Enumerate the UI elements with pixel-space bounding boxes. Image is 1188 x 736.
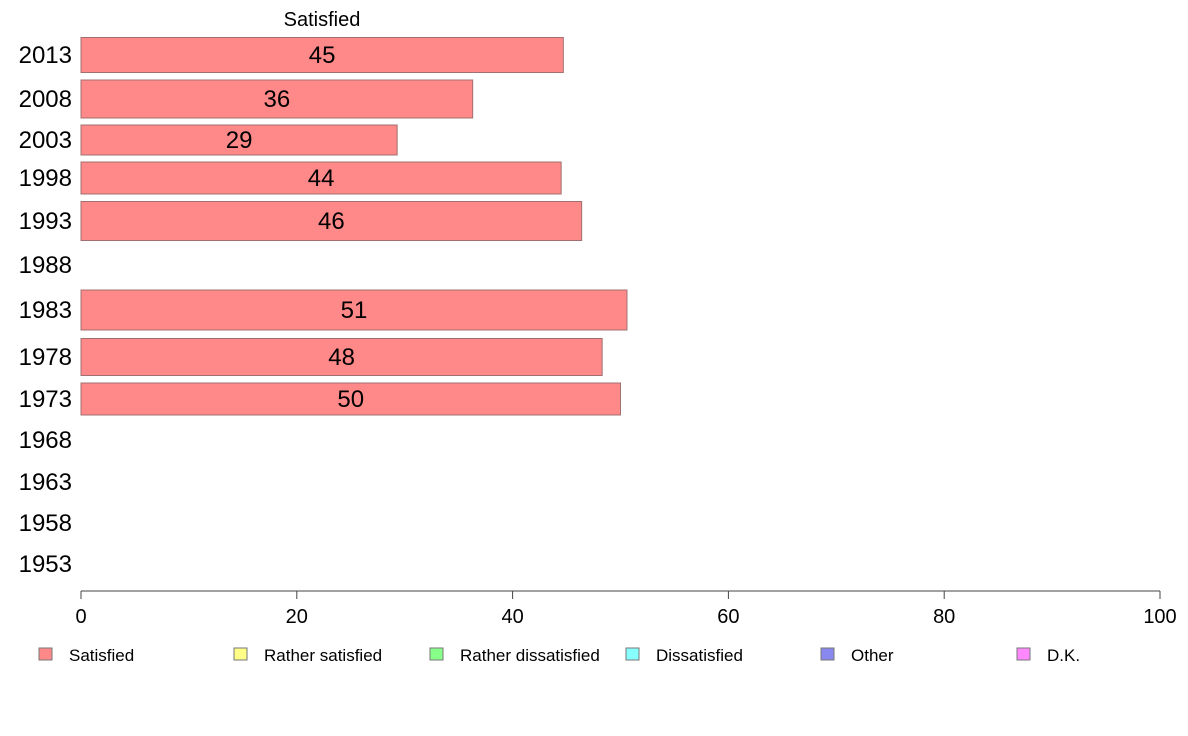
legend-label: Satisfied: [69, 646, 134, 665]
bar: [80, 289, 628, 331]
x-tick-label: 100: [1143, 606, 1176, 628]
legend-label: Other: [851, 646, 894, 665]
x-axis: 0 20 40 60 80 100: [75, 590, 1177, 628]
bar-value-label: 50: [337, 386, 364, 413]
legend-swatch: [38, 647, 53, 661]
x-tick-label: 80: [933, 606, 955, 628]
legend: Satisfied Rather satisfied Rather dissatis…: [38, 646, 1080, 665]
y-tick-label: 2008: [19, 86, 72, 113]
legend-label: Rather dissatisfied: [460, 646, 600, 665]
y-tick-label: 2013: [19, 42, 72, 69]
bar: [80, 79, 474, 119]
series-header: Satisfied: [284, 9, 361, 31]
bar-rows: 2013 45 2008 36 2003 29 1998 44 1993 46 1988 1983 51…: [19, 37, 628, 578]
bar-value-label: 46: [318, 208, 345, 235]
legend-swatch: [820, 647, 835, 661]
y-tick-label: 1953: [19, 551, 72, 578]
legend-label: Dissatisfied: [656, 646, 743, 665]
y-tick-label: 1958: [19, 510, 72, 537]
legend-swatch: [429, 647, 444, 661]
y-tick-label: 1998: [19, 165, 72, 192]
bar-value-label: 44: [308, 165, 335, 192]
y-tick-label: 1963: [19, 469, 72, 496]
x-tick-label: 20: [286, 606, 308, 628]
y-tick-label: 1968: [19, 427, 72, 454]
y-tick-label: 1993: [19, 208, 72, 235]
bar: [80, 382, 621, 416]
bar: [80, 37, 564, 73]
legend-swatch: [1016, 647, 1031, 661]
legend-label: D.K.: [1047, 646, 1080, 665]
bar-value-label: 45: [309, 42, 336, 69]
legend-swatch: [233, 647, 248, 661]
legend-label: Rather satisfied: [264, 646, 382, 665]
y-tick-label: 1983: [19, 297, 72, 324]
legend-swatch: [625, 647, 640, 661]
y-tick-label: 1973: [19, 386, 72, 413]
bar: [80, 161, 562, 195]
bar: [80, 338, 603, 376]
y-tick-label: 1978: [19, 344, 72, 371]
bar: [80, 201, 583, 241]
bar: [80, 124, 398, 156]
x-tick-label: 0: [75, 606, 86, 628]
x-tick-label: 60: [717, 606, 739, 628]
bar-value-label: 36: [263, 86, 290, 113]
bar-value-label: 51: [341, 297, 368, 324]
x-tick-label: 40: [501, 606, 523, 628]
y-tick-label: 2003: [19, 127, 72, 154]
y-tick-label: 1988: [19, 252, 72, 279]
bar-value-label: 29: [226, 127, 253, 154]
bar-value-label: 48: [328, 344, 355, 371]
